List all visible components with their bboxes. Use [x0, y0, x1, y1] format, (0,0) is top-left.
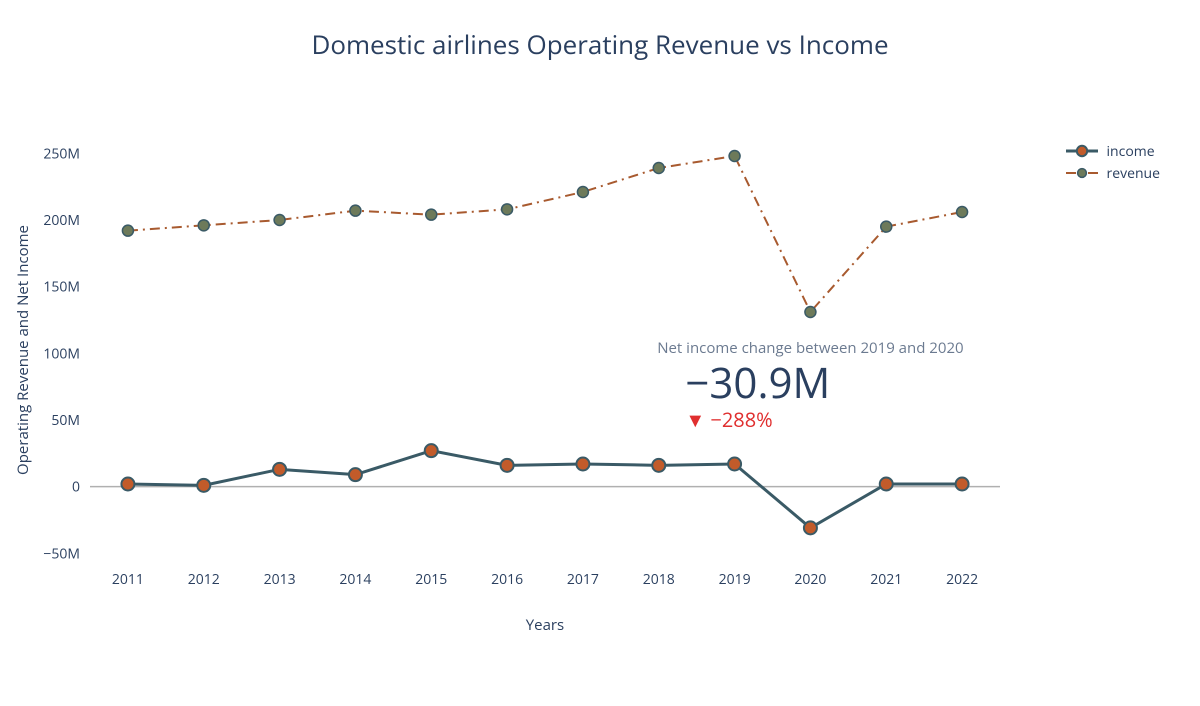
svg-text:2018: 2018: [643, 570, 675, 589]
svg-text:Years: Years: [526, 615, 564, 635]
svg-text:2020: 2020: [794, 570, 826, 589]
svg-text:0: 0: [72, 478, 80, 497]
indicator-delta-text: −288%: [710, 406, 772, 433]
svg-text:2016: 2016: [491, 570, 523, 589]
svg-text:2015: 2015: [415, 570, 447, 589]
legend-swatch-revenue: [1065, 166, 1099, 180]
legend-item-revenue[interactable]: revenue: [1065, 162, 1160, 184]
svg-text:2011: 2011: [112, 570, 144, 589]
legend-label: income: [1107, 142, 1155, 161]
chart-container: Domestic airlines Operating Revenue vs I…: [0, 0, 1200, 706]
svg-text:2021: 2021: [870, 570, 902, 589]
svg-text:2013: 2013: [264, 570, 296, 589]
legend: income revenue: [1065, 140, 1160, 184]
chart-svg: −50M 0 50M 100M 150M 200M 250M 2011 2012 2013 2014…: [0, 0, 1200, 706]
svg-text:2019: 2019: [719, 570, 751, 589]
indicator: Net income change between 2019 and 2020 …: [630, 338, 990, 433]
delta-arrow-icon: ▼: [685, 406, 705, 433]
legend-item-income[interactable]: income: [1065, 140, 1160, 162]
svg-text:Operating Revenue and Net Inco: Operating Revenue and Net Income: [13, 225, 33, 475]
svg-text:200M: 200M: [43, 211, 80, 230]
svg-text:2012: 2012: [188, 570, 220, 589]
svg-text:2014: 2014: [339, 570, 371, 589]
legend-label: revenue: [1107, 164, 1160, 183]
svg-text:250M: 250M: [43, 144, 80, 163]
legend-swatch-income: [1065, 144, 1099, 158]
indicator-value: −30.9M: [630, 362, 990, 404]
svg-text:50M: 50M: [51, 411, 80, 430]
svg-text:100M: 100M: [43, 344, 80, 363]
svg-text:150M: 150M: [43, 278, 80, 297]
svg-text:2022: 2022: [946, 570, 978, 589]
svg-text:2017: 2017: [567, 570, 599, 589]
svg-text:−50M: −50M: [43, 544, 80, 563]
